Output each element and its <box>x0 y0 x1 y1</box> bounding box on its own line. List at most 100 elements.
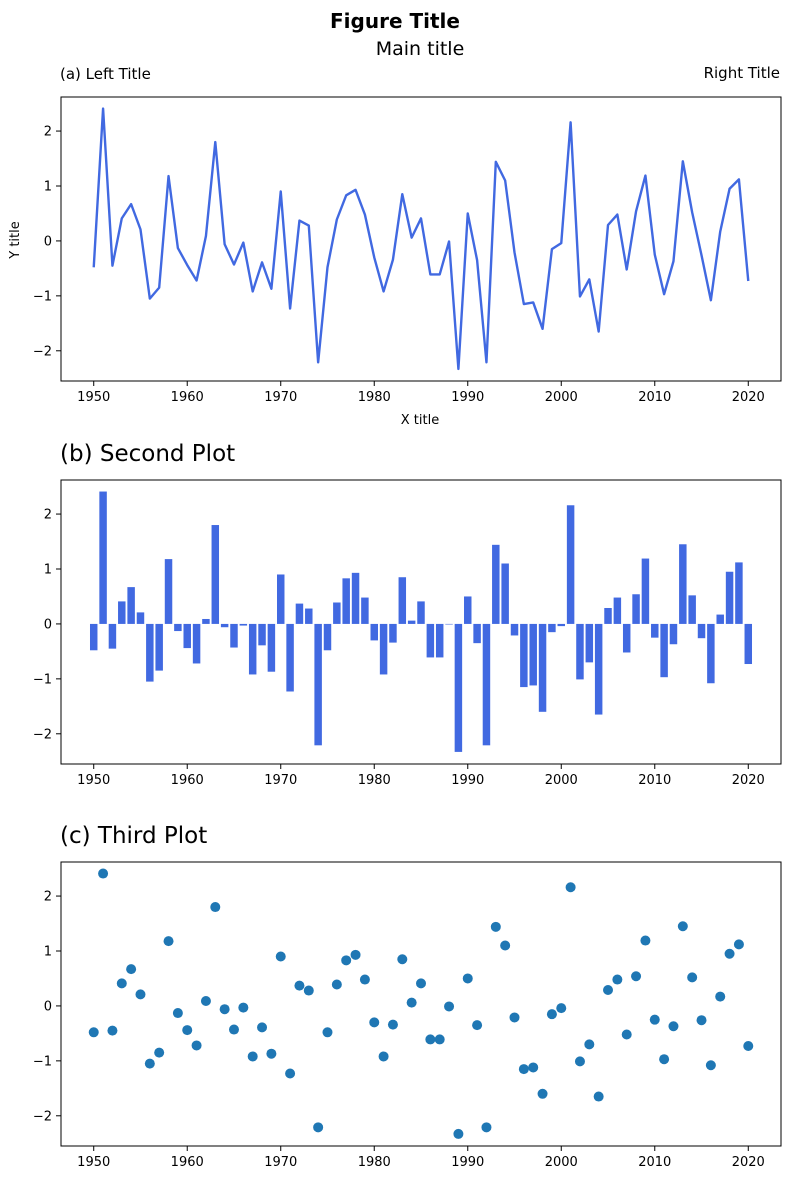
panel-b-bar <box>174 623 182 632</box>
panel-c-point <box>593 1091 604 1102</box>
panel-b-bar <box>576 623 584 680</box>
panel-c-point <box>743 1041 754 1052</box>
panel-b-bar <box>192 623 201 664</box>
panel-b-bar <box>548 623 556 633</box>
panel-c-point <box>518 1064 529 1075</box>
panel-b-bar <box>361 597 369 624</box>
panel-c-y-tick-label: 2 <box>44 890 52 905</box>
panel-b-y-tick-label: 0 <box>44 617 52 632</box>
panel-c-point <box>444 1001 455 1012</box>
panel-c-point <box>687 972 698 983</box>
panel-b-bar <box>99 491 107 624</box>
panel-c-point <box>621 1029 632 1040</box>
panel-c-point <box>612 974 623 985</box>
panel-b-bar <box>538 623 547 712</box>
panel-c-point <box>434 1034 445 1045</box>
panel-c-point <box>705 1060 716 1071</box>
panel-c-point <box>303 985 314 996</box>
panel-b-y-tick-label: −2 <box>33 727 52 742</box>
panel-a-y-tick-label: 0 <box>44 234 52 249</box>
panel-c-point <box>154 1047 165 1058</box>
panel-c-point <box>107 1025 118 1036</box>
panel-c-point <box>603 984 614 995</box>
panel-b-axes-frame <box>60 479 782 765</box>
panel-b-bar <box>155 623 163 671</box>
panel-c-point <box>640 935 651 946</box>
panel-b-bar <box>323 623 332 651</box>
panel-c-point <box>144 1058 155 1069</box>
panel-b-bar <box>613 597 622 624</box>
panel-b-bar <box>220 623 229 628</box>
panel-c-y-tick-label: −1 <box>33 1054 52 1069</box>
panel-b-bar <box>407 620 416 624</box>
panel-b-bar <box>604 607 612 624</box>
panel-c-x-tick-label: 2010 <box>638 1155 671 1170</box>
panel-c-point <box>416 978 426 989</box>
panel-b-bar <box>333 602 341 624</box>
panel-c-x-tick-label: 1950 <box>77 1155 110 1170</box>
panel-c-point <box>397 954 408 965</box>
panel-c-point <box>350 949 361 960</box>
panel-a-y-tick-label: 1 <box>44 179 52 194</box>
panel-c-point <box>219 1004 230 1015</box>
panel-b-bar <box>454 623 463 752</box>
panel-c-point <box>500 940 511 951</box>
panel-b-bar <box>426 623 435 658</box>
panel-b-y-tick-label: 2 <box>44 508 52 523</box>
panel-b-bar <box>435 623 444 658</box>
panel-b-bar <box>473 623 481 644</box>
panel-a-y-tick-label: −1 <box>33 289 52 304</box>
panel-b-title: (b) Second Plot <box>60 441 235 467</box>
panel-b-bar <box>688 595 696 624</box>
panel-c-point <box>537 1088 548 1099</box>
panel-b-bar <box>258 623 266 646</box>
panel-c-point <box>546 1009 557 1020</box>
panel-b-bar <box>697 623 706 639</box>
panel-b-bar <box>501 563 509 624</box>
panel-c-point <box>724 948 735 959</box>
panel-b-bar <box>716 614 724 624</box>
panel-b-bar <box>707 623 715 684</box>
panel-c-x-tick-label: 1980 <box>358 1155 391 1170</box>
panel-c-point <box>649 1014 660 1025</box>
figure-title: Figure Title <box>330 9 460 33</box>
panel-c-point <box>387 1019 398 1030</box>
panel-b-x-tick-label: 2010 <box>638 773 671 788</box>
panel-b-bar <box>248 623 257 675</box>
panel-c-point <box>359 974 370 985</box>
panel-b-x-tick-label: 1990 <box>451 773 484 788</box>
panel-b-bar <box>305 608 313 624</box>
panel-b-bar <box>118 601 126 624</box>
panel-c-point <box>453 1128 464 1139</box>
panel-b-bar <box>136 612 145 624</box>
panel-c-scatter-chart: 1950 1960 1970 1980 1990 2000 2010 2020 −2 −1 0 1 2 <box>33 861 782 1170</box>
panel-b-bar <box>379 623 388 675</box>
panel-c-point <box>509 1012 520 1023</box>
panel-c-point <box>472 1020 483 1031</box>
panel-b-bar <box>230 623 238 648</box>
panel-b-bar <box>398 577 407 624</box>
panel-c-point <box>696 1015 707 1026</box>
panel-b-bar <box>594 623 603 715</box>
panel-b-bar <box>239 623 248 626</box>
panel-b-bar <box>622 623 631 653</box>
panel-b-bar <box>89 623 98 651</box>
panel-c-point <box>116 978 127 989</box>
panel-b-bar <box>529 623 537 686</box>
panel-b-bar <box>679 544 687 624</box>
panel-c-point <box>247 1051 258 1062</box>
panel-a-x-tick-label: 1960 <box>171 390 204 405</box>
panel-c-point <box>341 955 352 966</box>
panel-c-point <box>490 921 501 932</box>
panel-c-x-tick-label: 2000 <box>545 1155 578 1170</box>
panel-b-y-tick-label: 1 <box>44 562 52 577</box>
panel-c-point <box>565 882 576 893</box>
panel-c-point <box>631 971 642 982</box>
panel-b-bar <box>351 572 360 624</box>
panel-b-bar <box>651 623 659 638</box>
panel-c-point <box>135 989 146 1000</box>
panel-b-bar <box>520 623 528 688</box>
panel-b-bar <box>735 562 743 624</box>
panel-a-left-title: (a) Left Title <box>60 65 151 83</box>
panel-c-point <box>126 964 137 975</box>
